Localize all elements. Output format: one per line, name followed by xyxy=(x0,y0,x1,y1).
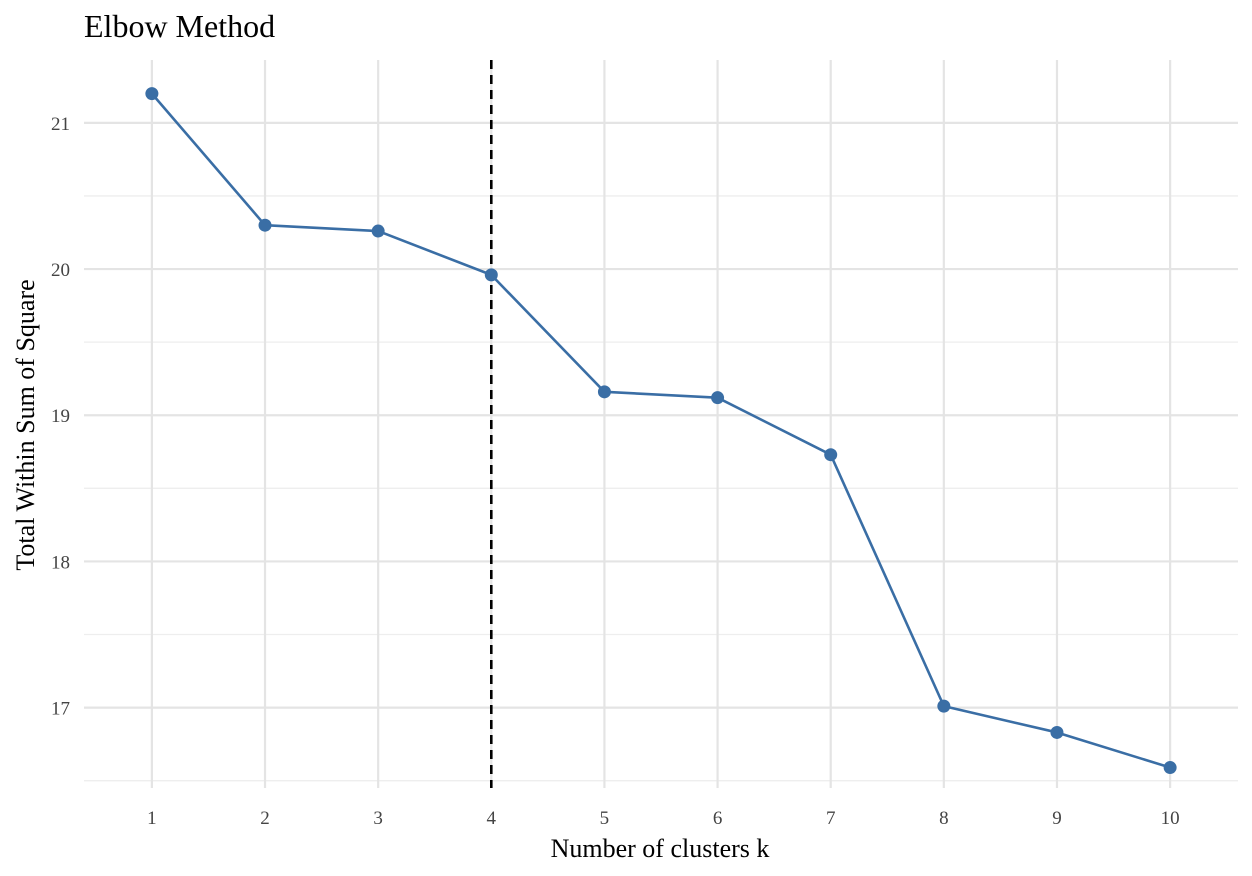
major-gridlines xyxy=(84,60,1238,788)
wss-data-point xyxy=(824,448,838,462)
wss-data-point xyxy=(258,218,272,232)
x-tick-label: 5 xyxy=(600,808,610,829)
wss-data-point xyxy=(145,87,159,101)
wss-series-line xyxy=(150,92,1171,769)
x-tick-label: 10 xyxy=(1161,808,1180,829)
x-axis-title: Number of clusters k xyxy=(551,834,770,863)
wss-data-point xyxy=(1050,725,1064,739)
chart-title: Elbow Method xyxy=(84,8,275,44)
wss-data-point xyxy=(937,699,951,713)
x-tick-labels: 1 2 3 4 5 6 7 8 9 10 xyxy=(147,808,1179,829)
x-tick-label: 4 xyxy=(487,808,497,829)
minor-gridlines xyxy=(84,195,1238,782)
wss-data-point xyxy=(1163,761,1177,775)
y-tick-label: 19 xyxy=(51,406,70,427)
x-tick-label: 6 xyxy=(713,808,723,829)
y-tick-label: 18 xyxy=(51,552,70,573)
series-layer xyxy=(145,87,1177,775)
wss-data-point xyxy=(371,224,385,238)
x-tick-label: 7 xyxy=(826,808,836,829)
x-tick-label: 9 xyxy=(1052,808,1062,829)
wss-data-point xyxy=(711,391,725,405)
y-axis-title: Total Within Sum of Square xyxy=(11,279,40,570)
x-tick-label: 3 xyxy=(373,808,383,829)
y-tick-labels: 17 18 19 20 21 xyxy=(51,114,70,720)
y-tick-label: 20 xyxy=(51,260,70,281)
x-tick-label: 1 xyxy=(147,808,157,829)
wss-data-point xyxy=(597,385,611,399)
x-tick-label: 8 xyxy=(939,808,949,829)
y-tick-label: 17 xyxy=(51,699,70,720)
x-tick-label: 2 xyxy=(260,808,270,829)
y-tick-label: 21 xyxy=(51,114,70,135)
wss-data-point xyxy=(484,268,498,282)
